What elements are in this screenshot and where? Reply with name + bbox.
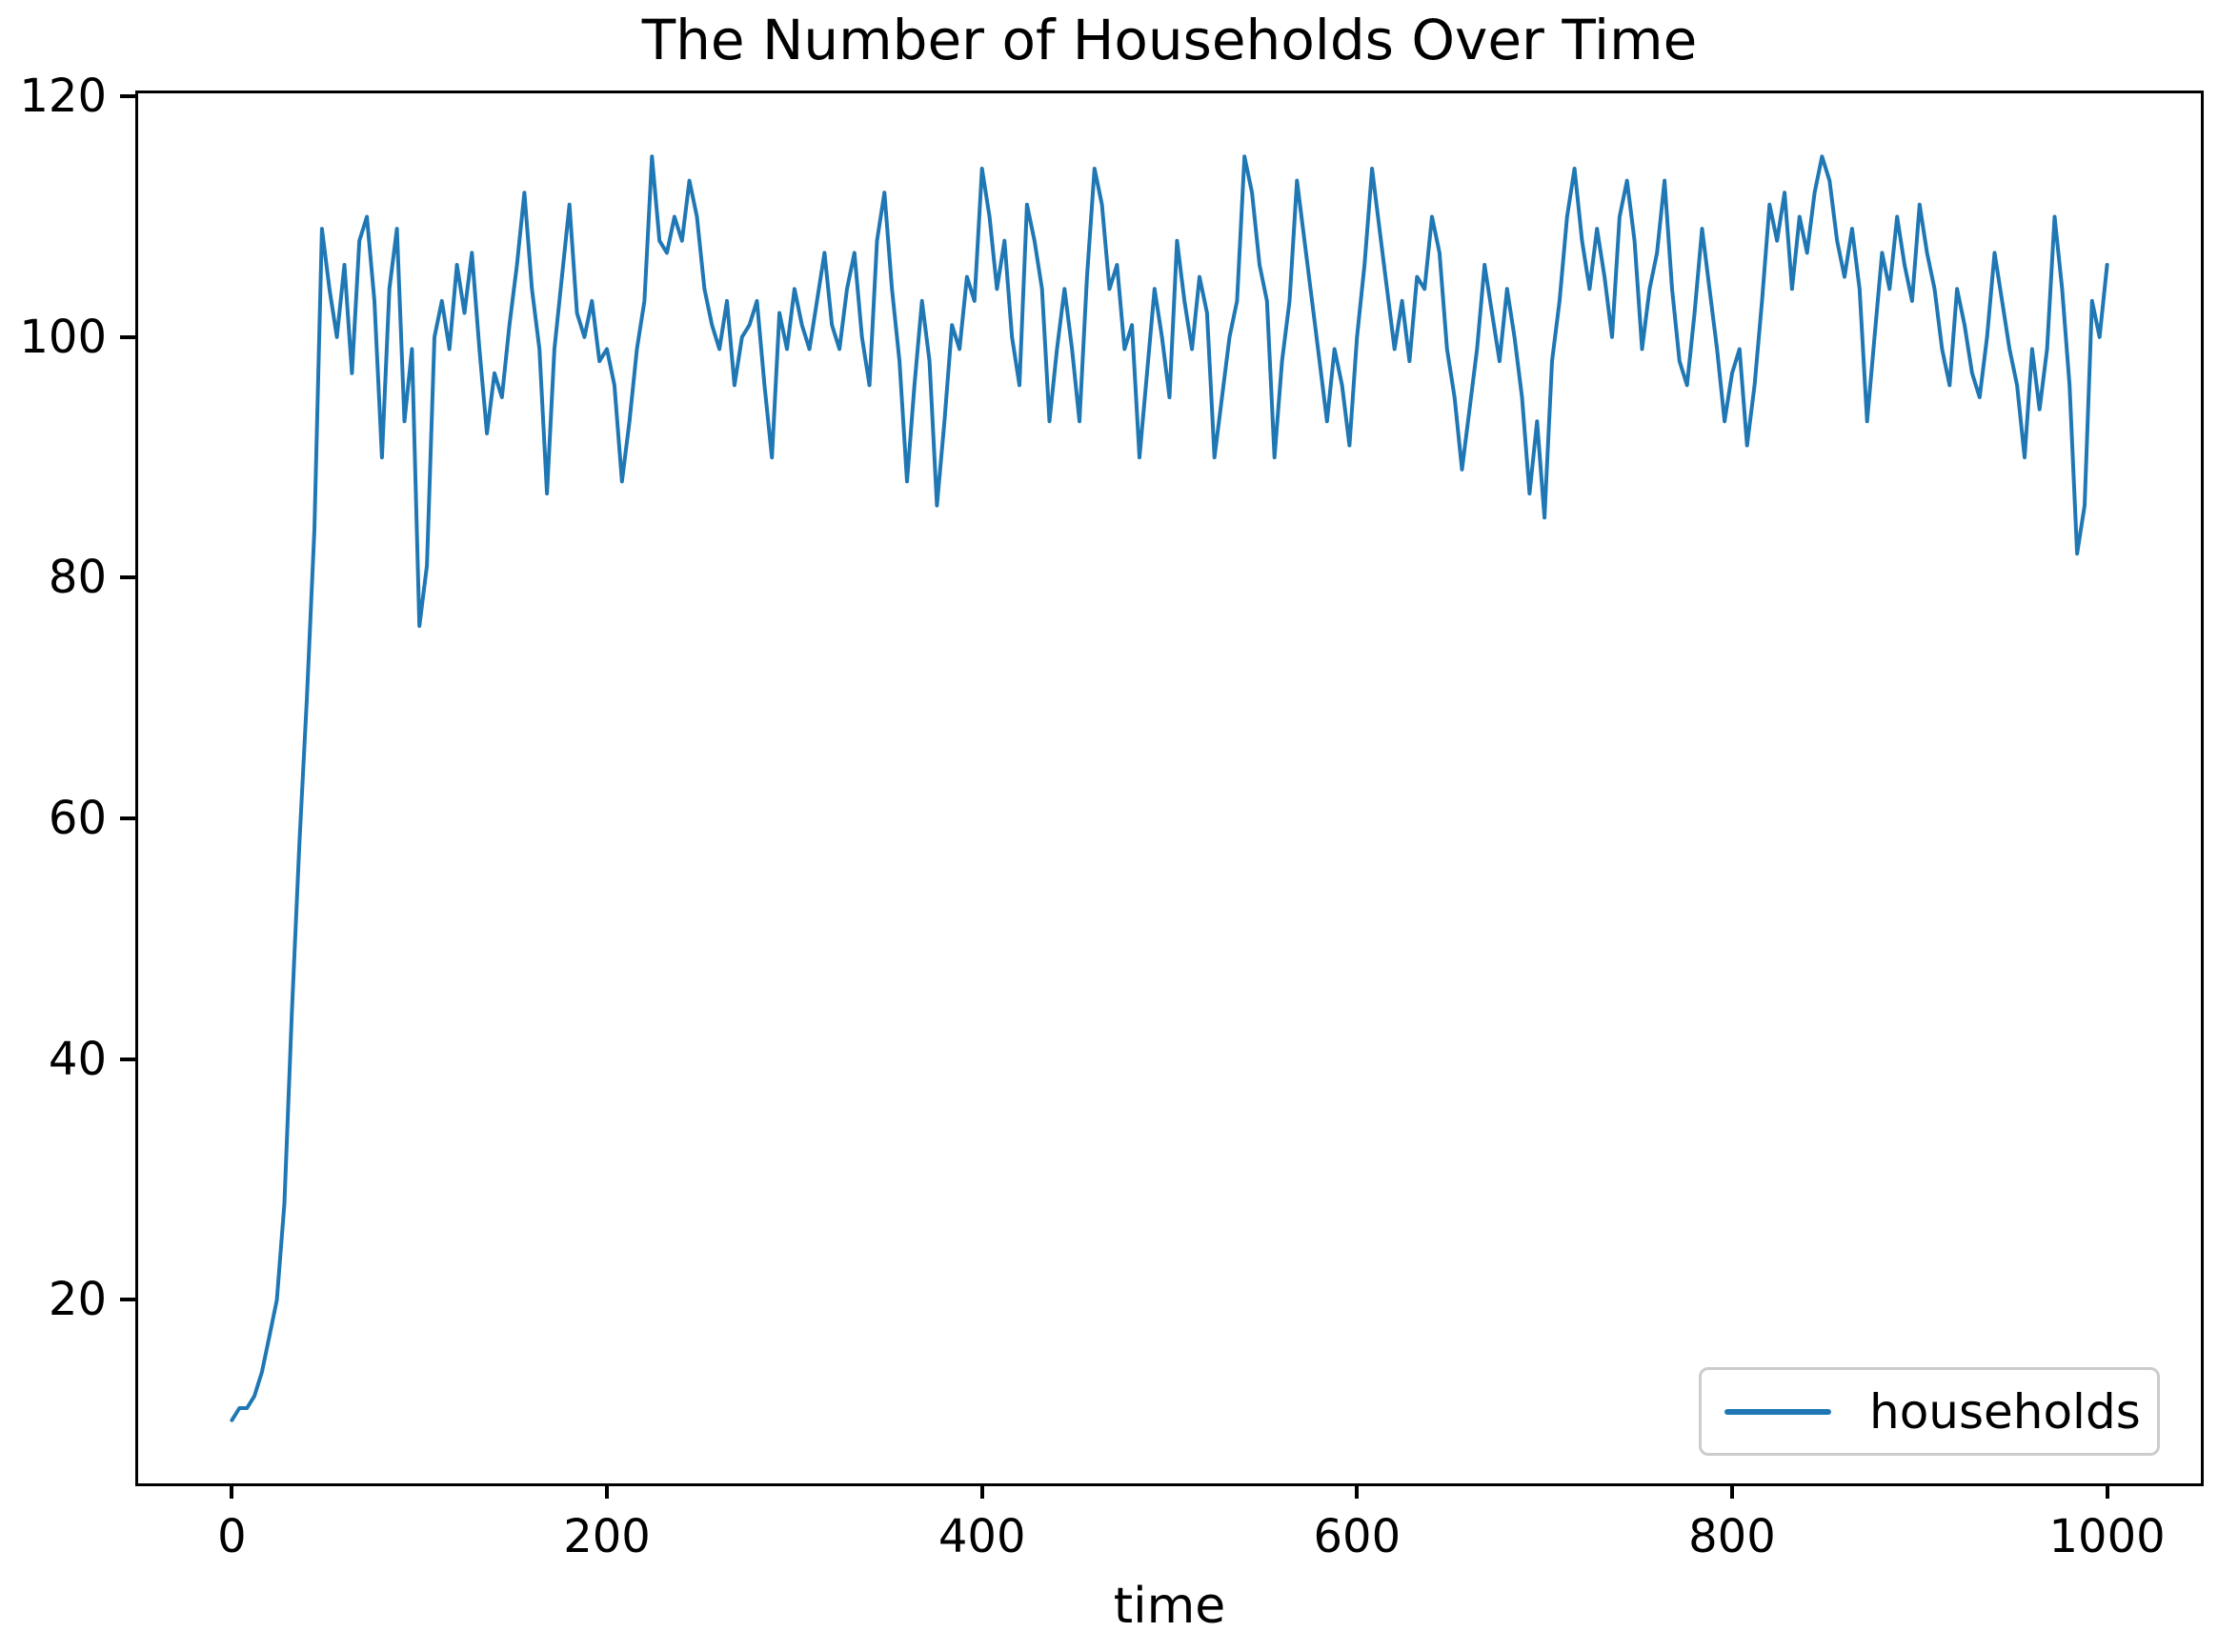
y-tick-mark <box>120 334 135 339</box>
x-tick-label: 600 <box>1313 1510 1401 1563</box>
y-tick-label: 60 <box>48 792 107 846</box>
legend: households <box>1699 1367 2160 1456</box>
households-line <box>230 154 2109 1422</box>
x-tick-mark <box>1729 1483 1734 1499</box>
y-tick-mark <box>120 94 135 99</box>
y-tick-mark <box>120 1057 135 1061</box>
y-tick-label: 100 <box>19 310 107 364</box>
x-tick-label: 400 <box>938 1510 1026 1563</box>
y-tick-mark <box>120 575 135 580</box>
x-axis-label: time <box>1113 1578 1226 1635</box>
legend-line-swatch <box>1724 1408 1831 1415</box>
y-tick-mark <box>120 816 135 821</box>
x-tick-label: 200 <box>563 1510 651 1563</box>
plot-area: households <box>135 91 2204 1486</box>
x-tick-label: 1000 <box>2048 1510 2166 1563</box>
y-tick-label: 20 <box>48 1273 107 1327</box>
x-tick-mark <box>1355 1483 1360 1499</box>
x-tick-mark <box>605 1483 610 1499</box>
x-tick-mark <box>2105 1483 2109 1499</box>
y-tick-mark <box>120 1298 135 1302</box>
y-tick-label: 40 <box>48 1032 107 1086</box>
y-tick-label: 120 <box>19 70 107 124</box>
x-tick-mark <box>979 1483 984 1499</box>
x-tick-label: 800 <box>1688 1510 1776 1563</box>
chart-title: The Number of Households Over Time <box>641 8 1698 72</box>
x-tick-mark <box>230 1483 234 1499</box>
y-tick-label: 80 <box>48 551 107 605</box>
line-chart-svg <box>230 154 2109 1422</box>
legend-label: households <box>1869 1383 2141 1440</box>
x-tick-label: 0 <box>217 1510 247 1563</box>
